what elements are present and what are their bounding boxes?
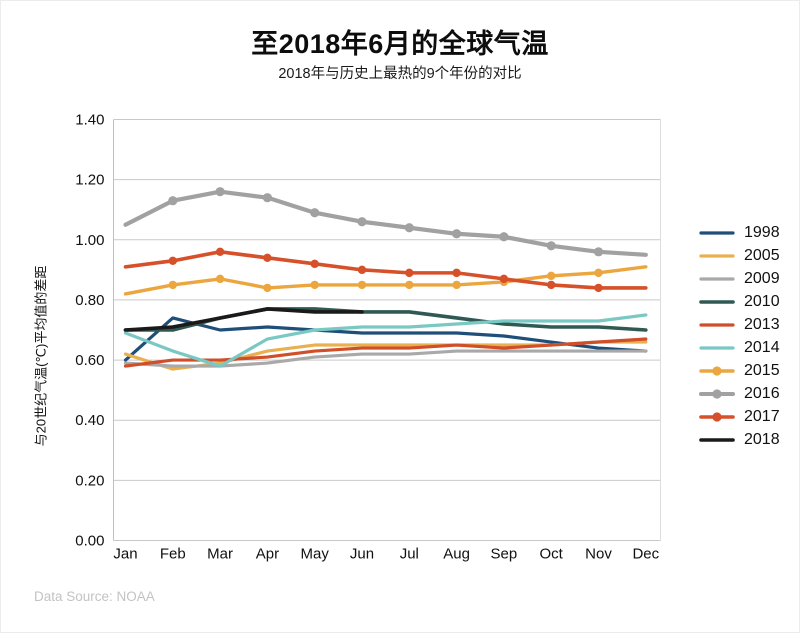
- series-marker-2016: [262, 193, 272, 203]
- series-marker-2015: [452, 280, 461, 290]
- legend-label: 2009: [744, 269, 780, 287]
- legend-swatch-1998: [699, 230, 735, 235]
- series-marker-2017: [594, 283, 603, 293]
- series-line-2013: [123, 337, 648, 368]
- legend-label: 2005: [744, 246, 780, 264]
- legend-item-2016: 2016: [699, 382, 780, 405]
- series-marker-2015: [215, 274, 225, 284]
- legend-item-2015: 2015: [699, 359, 780, 382]
- series-line-2014: [123, 313, 648, 368]
- x-tick-label: May: [301, 546, 330, 563]
- legend-item-2013: 2013: [699, 313, 780, 336]
- series-marker-2016: [357, 217, 367, 227]
- series-marker-2015: [168, 280, 177, 290]
- series-marker-2016: [593, 247, 604, 257]
- x-tick-label: Nov: [585, 546, 612, 563]
- series-marker-2016: [310, 208, 320, 218]
- series-line-2018: [123, 307, 364, 332]
- legend-swatch-2016: [699, 388, 735, 399]
- series-marker-2016: [499, 232, 509, 242]
- legend-swatch-2017: [699, 411, 735, 422]
- x-tick-label: Aug: [443, 546, 470, 563]
- legend-item-2010: 2010: [699, 290, 780, 313]
- y-tick-label: 1.00: [75, 232, 104, 249]
- legend-item-2018: 2018: [699, 428, 780, 451]
- series-marker-2015: [310, 280, 319, 290]
- y-tick-label: 1.40: [75, 112, 104, 129]
- series-line-2009: [123, 349, 648, 368]
- legend-item-2014: 2014: [699, 336, 780, 359]
- legend-item-1998: 1998: [699, 221, 780, 244]
- series-marker-2016: [168, 196, 178, 206]
- y-tick-label: 0.80: [75, 292, 104, 309]
- series-marker-2015: [547, 271, 556, 281]
- y-tick-label: 0.60: [75, 352, 104, 369]
- chart-subtitle: 2018年与历史上最热的9个年份的对比: [278, 66, 522, 82]
- legend-swatch-2014: [699, 345, 735, 350]
- legend-label: 2013: [744, 315, 780, 333]
- legend-label: 1998: [744, 223, 780, 241]
- x-tick-label: Dec: [632, 546, 659, 563]
- y-tick-label: 0.40: [75, 412, 104, 429]
- legend-swatch-2005: [699, 253, 735, 258]
- series-marker-2017: [168, 256, 177, 266]
- series-marker-2015: [594, 268, 603, 278]
- legend-label: 2018: [744, 430, 780, 448]
- series-marker-2015: [263, 283, 272, 293]
- series-marker-2016: [215, 187, 225, 197]
- legend-swatch-2018: [699, 437, 735, 442]
- series-marker-2017: [215, 247, 225, 257]
- x-tick-label: Apr: [256, 546, 279, 563]
- x-tick-label: Jul: [400, 546, 419, 563]
- x-tick-label: Oct: [540, 546, 564, 563]
- series-marker-2017: [547, 280, 556, 290]
- chart-title: 至2018年6月的全球气温: [251, 29, 549, 59]
- legend-label: 2017: [744, 407, 780, 425]
- legend-swatch-2015: [699, 365, 735, 376]
- series-marker-2017: [452, 268, 461, 278]
- y-tick-label: 0.00: [75, 533, 104, 550]
- x-tick-label: Feb: [160, 546, 186, 563]
- data-source-credit: Data Source: NOAA: [34, 589, 155, 604]
- legend-item-2005: 2005: [699, 244, 780, 267]
- series-marker-2017: [357, 265, 367, 275]
- y-tick-label: 0.20: [75, 472, 104, 489]
- x-tick-label: Sep: [491, 546, 518, 563]
- legend-item-2009: 2009: [699, 267, 780, 290]
- legend-swatch-2009: [699, 276, 735, 281]
- x-tick-label: Mar: [207, 546, 233, 563]
- legend: 1998 2005 2009 2010 2013 2014 2015 2016 2017 2018: [699, 221, 780, 451]
- legend-item-2017: 2017: [699, 405, 780, 428]
- series-line-2015: [123, 265, 648, 296]
- x-tick-label: Jun: [350, 546, 374, 563]
- series-marker-2017: [263, 253, 272, 263]
- legend-swatch-2013: [699, 322, 735, 327]
- series-marker-2016: [404, 223, 414, 233]
- x-tick-label: Jan: [113, 546, 137, 563]
- series-marker-2016: [452, 229, 462, 239]
- series-marker-2015: [405, 280, 414, 290]
- series-marker-2017: [499, 274, 509, 284]
- legend-swatch-2010: [699, 299, 735, 304]
- y-tick-label: 1.20: [75, 172, 104, 189]
- legend-label: 2014: [744, 338, 780, 356]
- series-line-2017: [123, 250, 648, 290]
- legend-label: 2010: [744, 292, 780, 310]
- series-line-2016: [123, 189, 648, 257]
- series-marker-2017: [310, 259, 319, 269]
- legend-label: 2015: [744, 361, 780, 379]
- series-marker-2015: [357, 280, 367, 290]
- legend-label: 2016: [744, 384, 780, 402]
- series-marker-2016: [546, 241, 556, 251]
- series-marker-2017: [405, 268, 414, 278]
